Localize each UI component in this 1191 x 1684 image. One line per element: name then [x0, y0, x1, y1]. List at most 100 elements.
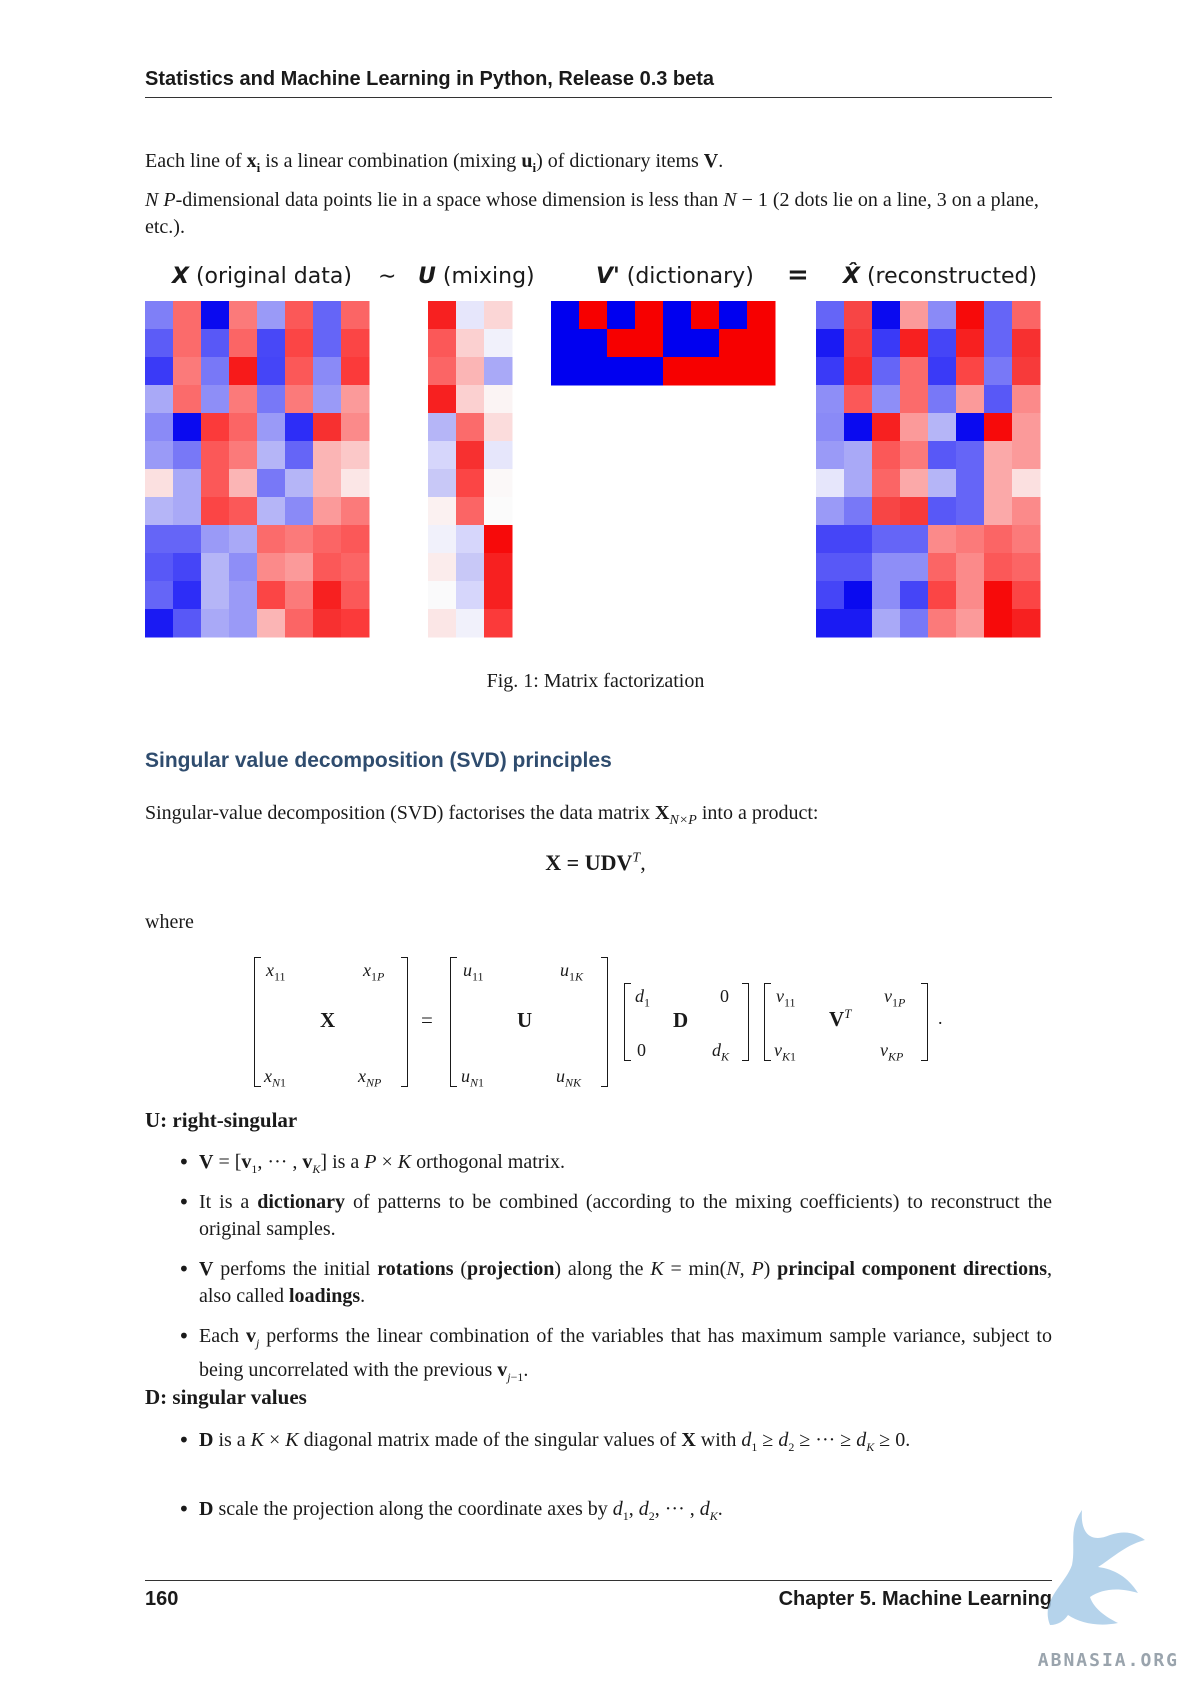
section-title: Singular value decomposition (SVD) princ… — [145, 749, 612, 772]
heatmap-reconstructed-cell — [984, 385, 1013, 414]
entry-x1p: x1P — [363, 960, 385, 984]
label-dictionary: V' (dictionary) — [596, 264, 754, 289]
heatmap-original-cell — [201, 553, 230, 582]
heatmap-mixing-cell — [428, 413, 457, 442]
griffin-watermark-icon — [1047, 1510, 1145, 1625]
heatmap-mixing-cell — [456, 329, 485, 358]
matrix-u: U — [517, 1008, 533, 1032]
heatmap-original-cell — [257, 497, 286, 526]
heatmap-reconstructed-cell — [900, 525, 929, 554]
heatmap-dictionary-cell — [719, 357, 748, 386]
heatmap-original-cell — [313, 609, 342, 638]
heatmap-reconstructed-cell — [872, 525, 901, 554]
heatmap-original-cell — [341, 385, 370, 414]
heatmap-original-cell — [173, 357, 202, 386]
heatmap-reconstructed-cell — [956, 301, 985, 330]
entry-vk1: vK1 — [774, 1040, 797, 1064]
heatmap-reconstructed-cell — [872, 609, 901, 638]
heatmap-original-cell — [257, 525, 286, 554]
heatmap-original-cell — [313, 469, 342, 498]
heatmap-mixing-cell — [456, 525, 485, 554]
heatmap-original-cell — [285, 385, 314, 414]
heatmap-reconstructed-cell — [844, 385, 873, 414]
bracket — [921, 983, 928, 1061]
heatmap-reconstructed-cell — [844, 413, 873, 442]
heatmap-mixing — [428, 301, 513, 638]
heatmap-reconstructed-cell — [984, 357, 1013, 386]
heatmap-dictionary-cell — [747, 301, 776, 330]
figure-heatmaps — [145, 301, 1041, 638]
heatmap-original-cell — [257, 301, 286, 330]
entry-d1: d1 — [635, 986, 650, 1010]
heatmap-original-cell — [313, 301, 342, 330]
entry-x11: x11 — [266, 960, 286, 984]
heatmap-reconstructed-cell — [956, 469, 985, 498]
heatmap-original-cell — [201, 413, 230, 442]
matrix-x: X — [320, 1008, 336, 1032]
heatmap-reconstructed-cell — [956, 329, 985, 358]
heatmap-original-cell — [341, 329, 370, 358]
bullet-marker: • — [178, 1150, 190, 1174]
heatmap-reconstructed-cell — [1012, 525, 1041, 554]
heatmap-dictionary-cell — [635, 301, 664, 330]
heatmap-reconstructed-cell — [872, 581, 901, 610]
heatmap-reconstructed-cell — [928, 413, 957, 442]
heatmap-mixing-cell — [456, 553, 485, 582]
heatmap-mixing-cell — [484, 525, 513, 554]
heatmap-dictionary-cell — [747, 329, 776, 358]
heatmap-reconstructed-cell — [816, 441, 845, 470]
heatmap-dictionary-cell — [579, 329, 608, 358]
page-number: 160 — [145, 1588, 179, 1610]
heatmap-reconstructed-cell — [1012, 609, 1041, 638]
heatmap-original-cell — [257, 609, 286, 638]
heatmap-original-cell — [173, 525, 202, 554]
bracket — [742, 983, 749, 1061]
heatmap-mixing-cell — [484, 441, 513, 470]
heatmap-reconstructed-cell — [816, 469, 845, 498]
heatmap-mixing-cell — [456, 581, 485, 610]
heatmap-original-cell — [229, 469, 258, 498]
heatmap-reconstructed-cell — [1012, 553, 1041, 582]
heatmap-dictionary-cell — [747, 357, 776, 386]
heatmap-original-cell — [173, 441, 202, 470]
heatmap-reconstructed-cell — [872, 553, 901, 582]
heatmap-mixing-cell — [484, 609, 513, 638]
heatmap-reconstructed — [816, 301, 1041, 638]
heatmap-reconstructed-cell — [844, 329, 873, 358]
heatmap-reconstructed-cell — [900, 609, 929, 638]
heatmap-original-cell — [313, 525, 342, 554]
heatmap-reconstructed-cell — [844, 469, 873, 498]
heatmap-reconstructed-cell — [984, 609, 1013, 638]
bullet-d-2: D scale the projection along the coordin… — [199, 1498, 723, 1523]
heatmap-original-cell — [145, 525, 174, 554]
bullet-d-1: D is a K × K diagonal matrix made of the… — [199, 1429, 911, 1454]
heatmap-mixing-cell — [484, 413, 513, 442]
heatmap-original-cell — [173, 469, 202, 498]
entry-vkp: vKP — [880, 1040, 904, 1064]
chapter-label: Chapter 5. Machine Learning — [778, 1588, 1052, 1610]
heatmap-dictionary-cell — [551, 357, 580, 386]
footer-rule — [145, 1580, 1052, 1581]
heatmap-reconstructed-cell — [928, 525, 957, 554]
where-label: where — [145, 911, 194, 933]
heatmap-mixing-cell — [456, 469, 485, 498]
heatmap-reconstructed-cell — [816, 385, 845, 414]
heatmap-original-cell — [173, 497, 202, 526]
heatmap-reconstructed-cell — [872, 497, 901, 526]
heatmap-mixing-cell — [428, 525, 457, 554]
heatmap-mixing-cell — [484, 357, 513, 386]
heatmap-reconstructed-cell — [956, 497, 985, 526]
heatmap-reconstructed-cell — [984, 441, 1013, 470]
heatmap-original-cell — [285, 525, 314, 554]
heatmap-original-cell — [201, 385, 230, 414]
heatmap-reconstructed-cell — [1012, 441, 1041, 470]
heatmap-reconstructed-cell — [844, 553, 873, 582]
entry-u11: u11 — [463, 960, 484, 984]
heatmap-mixing-cell — [456, 413, 485, 442]
heatmap-original-cell — [173, 581, 202, 610]
heatmap-original-cell — [257, 469, 286, 498]
heatmap-dictionary-cell — [635, 357, 664, 386]
heatmap-original-cell — [257, 413, 286, 442]
heatmap-original-cell — [173, 329, 202, 358]
heatmap-reconstructed-cell — [928, 609, 957, 638]
